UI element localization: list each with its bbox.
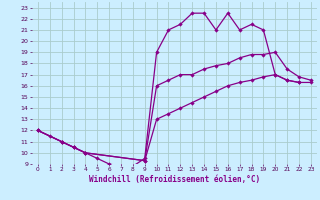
X-axis label: Windchill (Refroidissement éolien,°C): Windchill (Refroidissement éolien,°C) — [89, 175, 260, 184]
